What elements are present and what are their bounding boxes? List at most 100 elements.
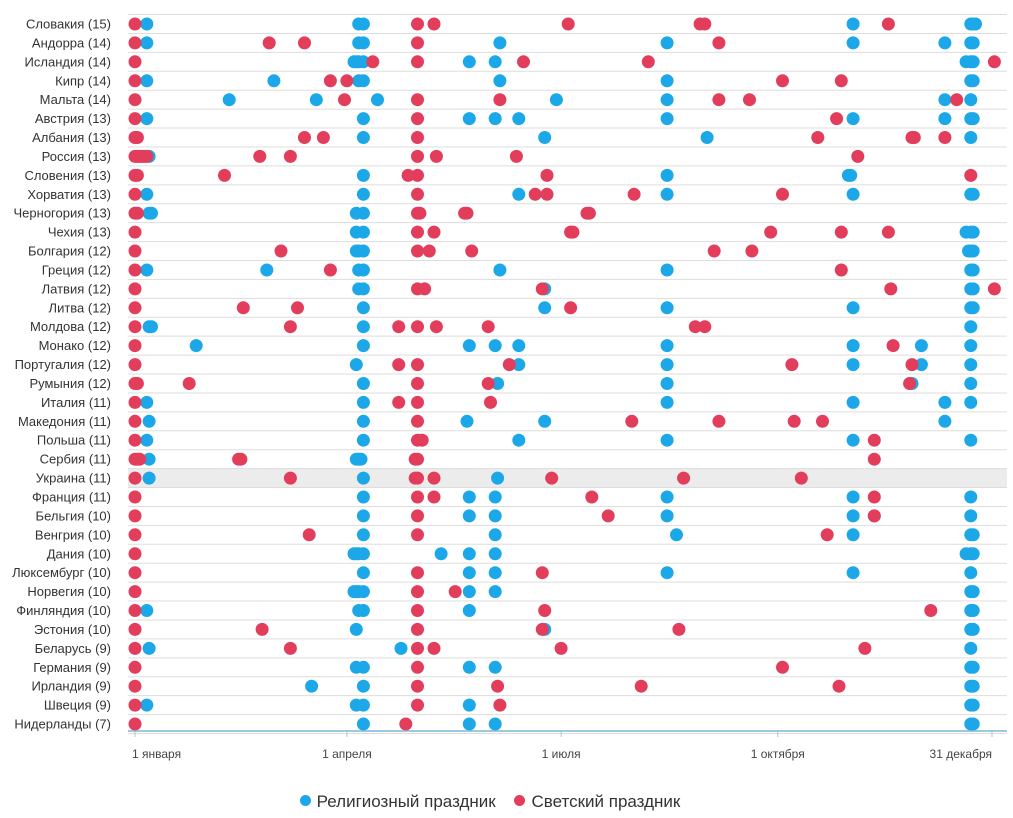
secular-holiday-dot[interactable] [411, 698, 424, 712]
religious-holiday-dot[interactable] [844, 168, 858, 182]
religious-holiday-dot[interactable] [846, 339, 860, 353]
secular-holiday-dot[interactable] [283, 471, 297, 485]
secular-holiday-dot[interactable] [128, 112, 142, 126]
secular-holiday-dot[interactable] [787, 414, 801, 428]
secular-holiday-dot[interactable] [411, 622, 424, 636]
religious-holiday-dot[interactable] [356, 604, 370, 617]
secular-holiday-dot[interactable] [411, 509, 424, 523]
secular-holiday-dot[interactable] [881, 17, 895, 31]
secular-holiday-dot[interactable] [236, 301, 250, 315]
secular-holiday-dot[interactable] [411, 36, 424, 50]
religious-holiday-dot[interactable] [356, 17, 370, 31]
religious-holiday-dot[interactable] [846, 566, 860, 580]
secular-holiday-dot[interactable] [411, 149, 424, 163]
religious-holiday-dot[interactable] [356, 74, 370, 88]
secular-holiday-dot[interactable] [535, 566, 549, 580]
secular-holiday-dot[interactable] [712, 414, 726, 428]
religious-holiday-dot[interactable] [356, 320, 370, 334]
secular-holiday-dot[interactable] [338, 93, 351, 107]
secular-holiday-dot[interactable] [411, 244, 424, 258]
secular-holiday-dot[interactable] [907, 131, 921, 144]
religious-holiday-dot[interactable] [512, 112, 526, 126]
religious-holiday-dot[interactable] [140, 604, 154, 617]
secular-holiday-dot[interactable] [128, 698, 142, 712]
secular-holiday-dot[interactable] [776, 187, 789, 201]
secular-holiday-dot[interactable] [411, 452, 424, 466]
secular-holiday-dot[interactable] [182, 377, 196, 390]
religious-holiday-dot[interactable] [356, 471, 370, 485]
religious-holiday-dot[interactable] [305, 679, 319, 693]
religious-holiday-dot[interactable] [966, 717, 980, 731]
secular-holiday-dot[interactable] [411, 395, 424, 409]
religious-holiday-dot[interactable] [538, 414, 552, 428]
secular-holiday-dot[interactable] [128, 471, 142, 485]
religious-holiday-dot[interactable] [660, 36, 674, 50]
religious-holiday-dot[interactable] [488, 717, 502, 731]
religious-holiday-dot[interactable] [491, 377, 505, 390]
religious-holiday-dot[interactable] [356, 698, 370, 712]
secular-holiday-dot[interactable] [509, 149, 523, 163]
secular-holiday-dot[interactable] [712, 93, 726, 107]
secular-holiday-dot[interactable] [340, 74, 354, 88]
secular-holiday-dot[interactable] [392, 358, 406, 372]
secular-holiday-dot[interactable] [677, 471, 691, 485]
secular-holiday-dot[interactable] [411, 55, 424, 69]
secular-holiday-dot[interactable] [903, 377, 917, 390]
secular-holiday-dot[interactable] [323, 263, 337, 277]
secular-holiday-dot[interactable] [554, 641, 568, 655]
religious-holiday-dot[interactable] [846, 509, 860, 523]
secular-holiday-dot[interactable] [517, 55, 530, 69]
religious-holiday-dot[interactable] [140, 698, 154, 712]
religious-holiday-dot[interactable] [966, 244, 980, 258]
religious-holiday-dot[interactable] [964, 131, 978, 144]
secular-holiday-dot[interactable] [128, 244, 142, 258]
secular-holiday-dot[interactable] [776, 74, 789, 88]
religious-holiday-dot[interactable] [660, 509, 674, 523]
secular-holiday-dot[interactable] [128, 622, 142, 636]
religious-holiday-dot[interactable] [846, 528, 860, 542]
secular-holiday-dot[interactable] [411, 660, 424, 674]
religious-holiday-dot[interactable] [512, 339, 526, 353]
secular-holiday-dot[interactable] [585, 490, 599, 504]
religious-holiday-dot[interactable] [488, 112, 502, 126]
religious-holiday-dot[interactable] [964, 509, 978, 523]
religious-holiday-dot[interactable] [964, 339, 978, 353]
religious-holiday-dot[interactable] [966, 679, 980, 693]
religious-holiday-dot[interactable] [356, 660, 370, 674]
religious-holiday-dot[interactable] [356, 263, 370, 277]
religious-holiday-dot[interactable] [349, 358, 363, 372]
secular-holiday-dot[interactable] [128, 566, 142, 580]
secular-holiday-dot[interactable] [128, 320, 142, 334]
secular-holiday-dot[interactable] [128, 93, 142, 107]
secular-holiday-dot[interactable] [427, 641, 441, 655]
religious-holiday-dot[interactable] [356, 414, 370, 428]
secular-holiday-dot[interactable] [411, 585, 424, 599]
secular-holiday-dot[interactable] [429, 149, 443, 163]
secular-holiday-dot[interactable] [128, 301, 142, 315]
religious-holiday-dot[interactable] [462, 547, 476, 561]
secular-holiday-dot[interactable] [834, 225, 848, 239]
secular-holiday-dot[interactable] [262, 36, 276, 50]
secular-holiday-dot[interactable] [418, 282, 432, 296]
religious-holiday-dot[interactable] [460, 414, 474, 428]
secular-holiday-dot[interactable] [128, 509, 142, 523]
religious-holiday-dot[interactable] [491, 471, 505, 485]
secular-holiday-dot[interactable] [832, 679, 846, 693]
secular-holiday-dot[interactable] [128, 585, 142, 599]
secular-holiday-dot[interactable] [493, 698, 507, 712]
secular-holiday-dot[interactable] [128, 187, 142, 201]
secular-holiday-dot[interactable] [411, 320, 424, 334]
secular-holiday-dot[interactable] [816, 414, 829, 428]
religious-holiday-dot[interactable] [964, 433, 978, 447]
religious-holiday-dot[interactable] [512, 358, 526, 372]
secular-holiday-dot[interactable] [392, 320, 406, 334]
religious-holiday-dot[interactable] [356, 528, 370, 542]
secular-holiday-dot[interactable] [886, 339, 900, 353]
religious-holiday-dot[interactable] [142, 452, 156, 466]
secular-holiday-dot[interactable] [411, 528, 424, 542]
religious-holiday-dot[interactable] [462, 509, 476, 523]
secular-holiday-dot[interactable] [481, 320, 495, 334]
secular-holiday-dot[interactable] [538, 604, 552, 617]
secular-holiday-dot[interactable] [625, 414, 639, 428]
secular-holiday-dot[interactable] [128, 660, 142, 674]
